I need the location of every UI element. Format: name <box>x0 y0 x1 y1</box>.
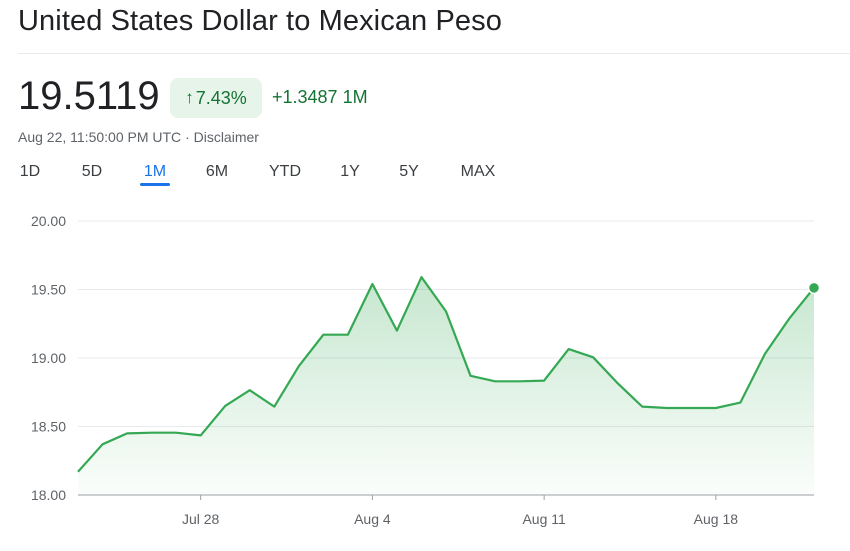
range-tabs: 1D 5D 1M 6M YTD 1Y 5Y MAX <box>18 160 498 190</box>
percent-change-badge: ↑ 7.43% <box>170 78 262 118</box>
tab-ytd[interactable]: YTD <box>269 163 301 180</box>
timestamp-disclaimer: Aug 22, 11:50:00 PM UTC · Disclaimer <box>18 129 259 145</box>
x-tick-label: Aug 18 <box>694 511 739 527</box>
absolute-change: +1.3487 1M <box>272 87 368 107</box>
page-title: United States Dollar to Mexican Peso <box>18 5 502 37</box>
percent-change-value: 7.43% <box>195 87 247 108</box>
tab-1y[interactable]: 1Y <box>340 163 360 180</box>
y-tick-label: 20.00 <box>31 213 66 229</box>
up-arrow-icon: ↑ <box>185 88 194 107</box>
price-line <box>77 276 815 473</box>
tab-5y[interactable]: 5Y <box>399 163 419 180</box>
current-point-marker <box>807 281 821 295</box>
y-tick-label: 18.50 <box>31 419 66 435</box>
price-chart[interactable]: 20.00 19.50 19.00 18.50 18.00 Jul 28 Aug 4 Aug … <box>0 195 850 551</box>
header-divider <box>18 53 850 54</box>
tab-1m[interactable]: 1M <box>140 160 170 190</box>
y-tick-label: 19.00 <box>31 350 66 366</box>
tab-1d[interactable]: 1D <box>19 163 41 180</box>
x-tick-label: Aug 4 <box>354 511 391 527</box>
tab-6m[interactable]: 6M <box>205 163 229 180</box>
tab-max[interactable]: MAX <box>460 163 496 180</box>
area-fill <box>78 277 814 495</box>
tab-5d[interactable]: 5D <box>81 163 103 180</box>
y-tick-label: 19.50 <box>31 282 66 298</box>
x-tick-label: Aug 11 <box>522 511 566 527</box>
current-price: 19.5119 <box>18 74 160 118</box>
x-tick-label: Jul 28 <box>182 511 220 527</box>
y-tick-label: 18.00 <box>31 487 66 503</box>
